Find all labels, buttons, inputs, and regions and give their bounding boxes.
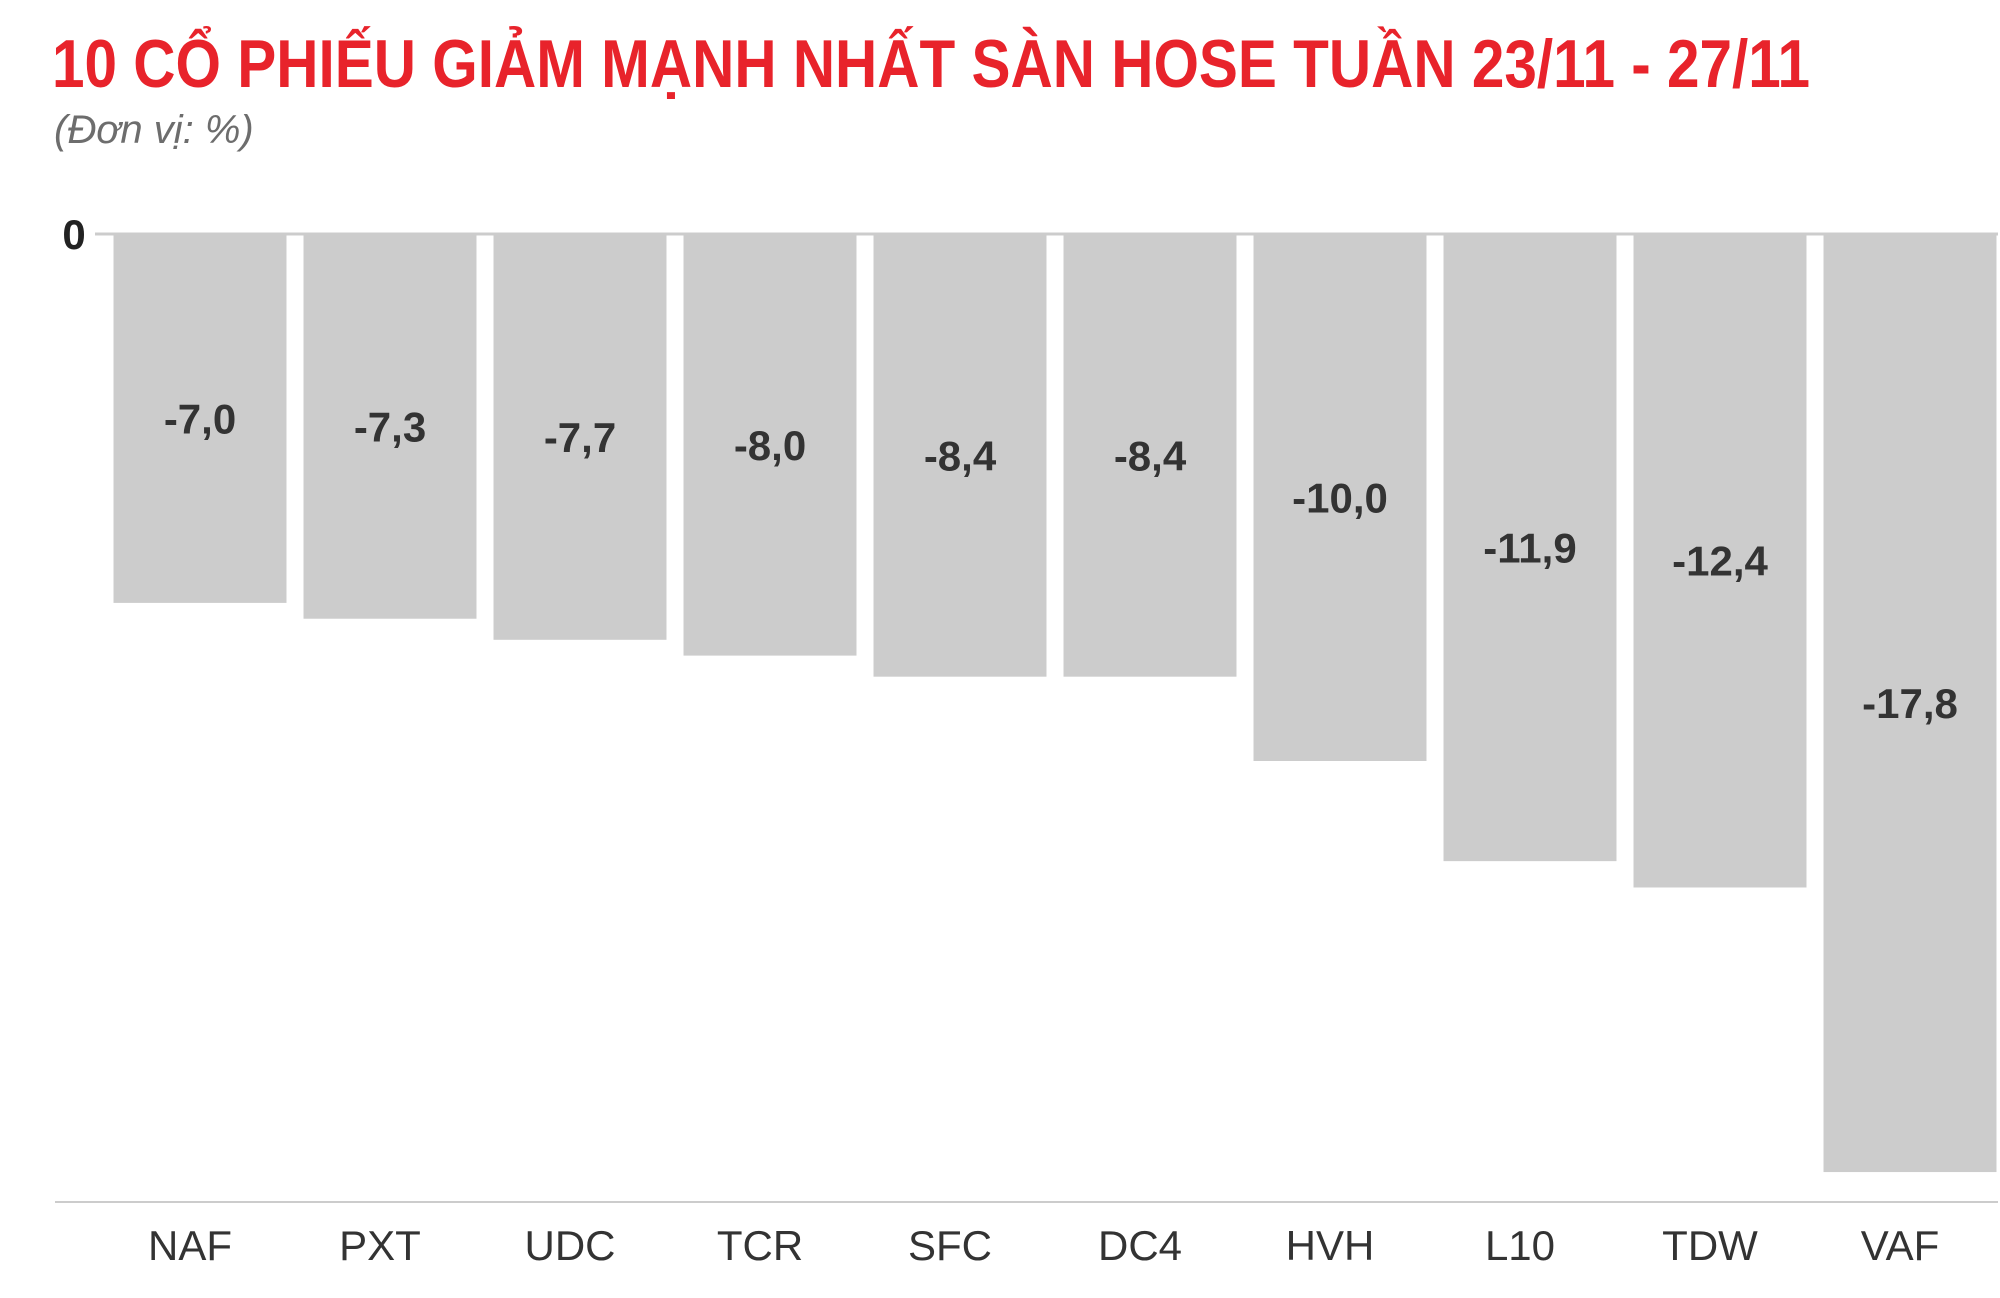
- x-tick-label-udc: UDC: [525, 1222, 616, 1269]
- bars-group: -7,0 -7,3 -7,7 -8,0 -8,4 -8,4 -10,0 -11,9 -12,4 -…: [113, 234, 1997, 1173]
- x-tick-label-tcr: TCR: [717, 1222, 803, 1269]
- x-tick-label-tdw: TDW: [1662, 1222, 1758, 1269]
- x-tick-label-naf: NAF: [148, 1222, 232, 1269]
- bar-value-label-sfc: -8,4: [924, 432, 997, 479]
- bar-value-label-tcr: -8,0: [734, 422, 806, 469]
- bar-value-label-l10: -11,9: [1483, 525, 1576, 572]
- bar-naf: [113, 234, 287, 603]
- bar-value-label-hvh: -10,0: [1292, 475, 1388, 522]
- chart-title: 10 CỔ PHIẾU GIẢM MẠNH NHẤT SÀN HOSE TUẦN…: [52, 26, 1811, 102]
- x-axis-group: NAF PXT UDC TCR SFC DC4 HVH L10 TDW VAF: [55, 1201, 1998, 1269]
- bar-value-label-vaf: -17,8: [1862, 680, 1958, 727]
- x-tick-label-l10: L10: [1485, 1222, 1555, 1269]
- chart-subtitle-unit: (Đơn vị: %): [54, 108, 254, 152]
- bar-pxt: [303, 234, 477, 619]
- x-tick-label-hvh: HVH: [1286, 1222, 1375, 1269]
- bar-value-label-udc: -7,7: [544, 414, 616, 461]
- bar-value-label-tdw: -12,4: [1672, 538, 1768, 585]
- bar-value-label-naf: -7,0: [164, 395, 236, 442]
- bar-value-label-pxt: -7,3: [354, 403, 426, 450]
- x-tick-label-vaf: VAF: [1861, 1222, 1940, 1269]
- bar-tcr: [683, 234, 857, 656]
- bar-value-label-dc4: -8,4: [1114, 432, 1187, 479]
- x-tick-label-sfc: SFC: [908, 1222, 992, 1269]
- bar-hvh: [1253, 234, 1427, 761]
- bar-udc: [493, 234, 667, 640]
- bar-sfc: [873, 234, 1047, 677]
- x-tick-label-dc4: DC4: [1098, 1222, 1182, 1269]
- bar-vaf: [1823, 234, 1997, 1173]
- bar-dc4: [1063, 234, 1237, 677]
- bar-tdw: [1633, 234, 1807, 888]
- bar-l10: [1443, 234, 1617, 862]
- zero-tick-label: 0: [62, 211, 85, 258]
- x-tick-label-pxt: PXT: [339, 1222, 421, 1269]
